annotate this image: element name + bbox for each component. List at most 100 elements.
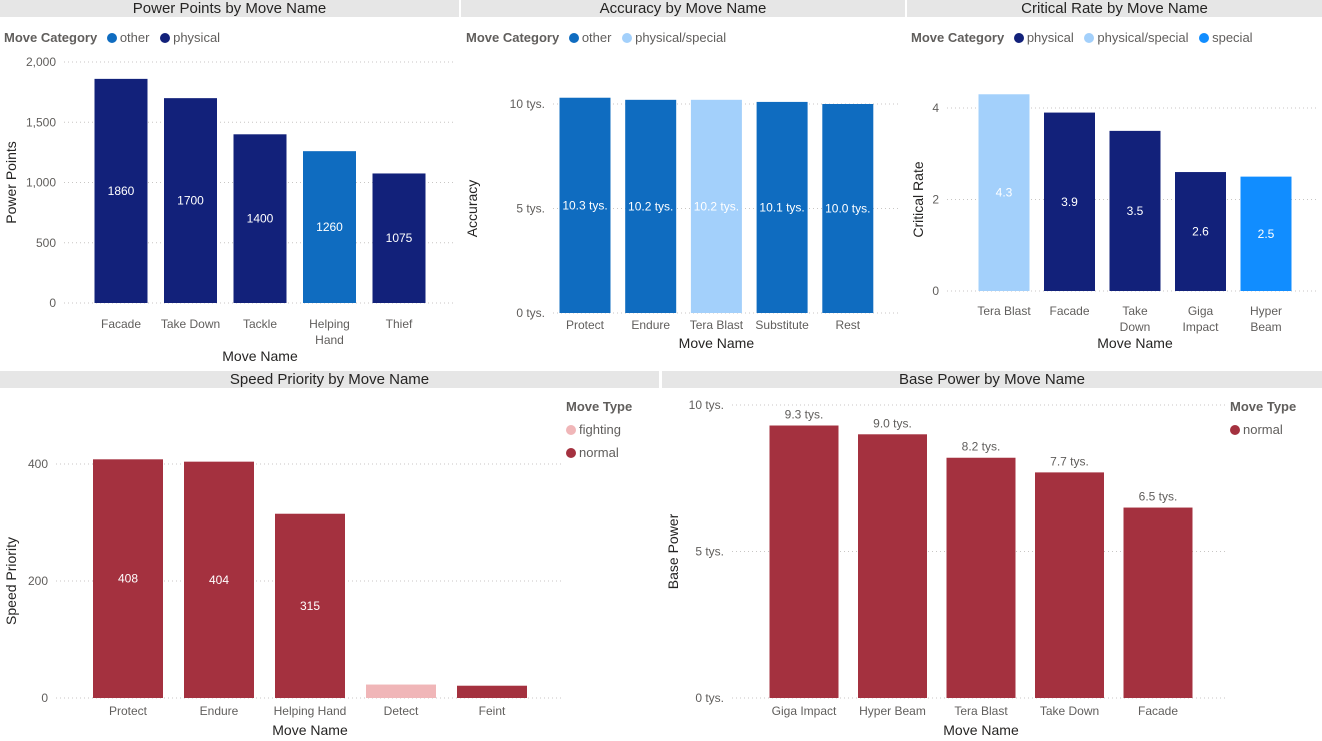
x-tick-label: Hyper xyxy=(1250,304,1282,318)
legend-dot-icon xyxy=(566,448,576,458)
legend-label: fighting xyxy=(579,422,621,437)
bar xyxy=(690,99,742,313)
x-tick-label: Facade xyxy=(101,317,141,331)
x-tick-label: Helping xyxy=(309,317,350,331)
legend-label: normal xyxy=(1243,422,1283,437)
y-axis-title: Base Power xyxy=(665,513,681,589)
legend-dot-icon xyxy=(1199,33,1210,43)
x-tick-label: Take Down xyxy=(1040,704,1099,718)
bar xyxy=(94,78,148,304)
bar xyxy=(275,513,345,698)
x-tick-label: Endure xyxy=(631,318,670,332)
bar xyxy=(457,685,527,698)
x-tick-label: Giga xyxy=(1188,304,1214,318)
data-label: 9.0 tys. xyxy=(873,416,912,430)
chart-title: Critical Rate by Move Name xyxy=(907,0,1322,17)
bar xyxy=(559,97,611,313)
legend-dot-icon xyxy=(160,33,171,43)
chart-power-points[interactable]: Power Points by Move Name Move Category … xyxy=(0,0,459,368)
data-label: 8.2 tys. xyxy=(962,440,1001,454)
legend-item[interactable]: special xyxy=(1199,30,1253,45)
legend-item[interactable]: normal xyxy=(566,445,638,460)
legend-title: Move Category xyxy=(466,30,560,45)
y-tick-label: 5 tys. xyxy=(516,202,545,216)
bar xyxy=(1175,172,1226,291)
legend-title: Move Type xyxy=(566,399,633,414)
legend-item[interactable]: other xyxy=(106,30,150,45)
chart-legend: Move Category other physical/special xyxy=(466,30,733,45)
data-label: 10.0 tys. xyxy=(825,202,870,216)
legend-title: Move Category xyxy=(4,30,98,45)
x-tick-label: Rest xyxy=(835,318,860,332)
chart-accuracy[interactable]: Accuracy by Move Name Move Category othe… xyxy=(461,0,905,368)
y-tick-label: 2 xyxy=(932,193,939,207)
x-axis-title: Move Name xyxy=(943,722,1019,738)
x-axis-title: Move Name xyxy=(272,722,348,738)
x-axis-title: Move Name xyxy=(222,348,298,364)
x-tick-label: Facade xyxy=(1138,704,1178,718)
x-tick-label: Impact xyxy=(1182,320,1219,334)
x-tick-label: Take xyxy=(1122,304,1148,318)
plot-svg: 0 500 1,000 1,500 2,000 1860 Facade 1700 Take Do… xyxy=(3,55,455,364)
y-tick-label: 0 xyxy=(49,296,56,310)
chart-base-power[interactable]: Base Power by Move Name Move Type normal… xyxy=(662,371,1322,741)
y-tick-label: 1,500 xyxy=(26,115,56,129)
chart-legend: Move Category other physical xyxy=(4,30,227,45)
x-tick-label: Endure xyxy=(200,704,239,718)
x-tick-label: Protect xyxy=(566,318,605,332)
x-tick-label: Facade xyxy=(1049,304,1089,318)
x-tick-label: Helping Hand xyxy=(274,704,347,718)
data-label: 3.9 xyxy=(1061,195,1078,209)
chart-critical-rate[interactable]: Critical Rate by Move Name Move Category… xyxy=(907,0,1322,368)
bar xyxy=(756,101,808,313)
x-tick-label: Giga Impact xyxy=(772,704,837,718)
data-label: 315 xyxy=(300,599,320,613)
y-tick-label: 0 xyxy=(41,691,48,705)
x-tick-label: Hyper Beam xyxy=(859,704,926,718)
chart-legend: Move Category physical physical/special … xyxy=(911,30,1260,45)
data-label: 7.7 tys. xyxy=(1050,454,1089,468)
plot-svg: 0 tys. 5 tys. 10 tys. 9.3 tys. Giga Impact 9.… xyxy=(665,398,1228,738)
chart-legend: Move Type normal xyxy=(1230,399,1302,437)
legend-label: physical/special xyxy=(1097,30,1189,45)
y-tick-label: 5 tys. xyxy=(695,545,724,559)
bar xyxy=(946,457,1016,698)
x-tick-label: Protect xyxy=(109,704,148,718)
x-tick-label: Detect xyxy=(384,704,419,718)
plot-svg: 0 200 400 408 Protect 404 Endure 315 Helping Han… xyxy=(3,457,564,738)
chart-speed-priority[interactable]: Speed Priority by Move Name Move Type fi… xyxy=(0,371,659,741)
legend-item[interactable]: physical xyxy=(160,30,220,45)
legend-label: physical xyxy=(173,30,221,45)
legend-label: normal xyxy=(579,445,619,460)
data-label: 2.6 xyxy=(1192,225,1209,239)
data-label: 10.3 tys. xyxy=(562,198,607,212)
legend-label: physical xyxy=(1026,30,1074,45)
legend-item[interactable]: physical xyxy=(1013,30,1074,45)
data-label: 408 xyxy=(118,572,138,586)
legend-item[interactable]: physical/special xyxy=(1084,30,1188,45)
legend-dot-icon xyxy=(568,33,579,43)
bar xyxy=(303,151,356,303)
legend-item[interactable]: normal xyxy=(1230,422,1302,437)
legend-label: other xyxy=(119,30,150,45)
data-label: 4.3 xyxy=(996,186,1013,200)
data-label: 10.1 tys. xyxy=(759,200,804,214)
legend-label: special xyxy=(1212,30,1253,45)
y-tick-label: 10 tys. xyxy=(510,97,545,111)
legend-item[interactable]: fighting xyxy=(566,422,638,437)
plot-svg: 0 2 4 4.3 Tera Blast 3.9 Facade 3.5 Take Down 2.6 G… xyxy=(910,94,1317,351)
x-tick-label: Tera Blast xyxy=(954,704,1008,718)
data-label: 6.5 tys. xyxy=(1139,490,1178,504)
legend-item[interactable]: physical/special xyxy=(622,30,726,45)
data-label: 10.2 tys. xyxy=(694,199,739,213)
chart-legend: Move Type fighting normal xyxy=(566,399,638,460)
legend-dot-icon xyxy=(106,33,117,43)
y-tick-label: 200 xyxy=(28,574,48,588)
y-axis-title: Critical Rate xyxy=(910,161,926,237)
plot-svg: 0 tys. 5 tys. 10 tys. 10.3 tys. Protect 10.2 … xyxy=(464,97,901,351)
bar xyxy=(625,99,677,313)
bar xyxy=(1044,112,1095,291)
y-tick-label: 4 xyxy=(932,101,939,115)
chart-title: Power Points by Move Name xyxy=(0,0,459,17)
legend-item[interactable]: other xyxy=(568,30,611,45)
